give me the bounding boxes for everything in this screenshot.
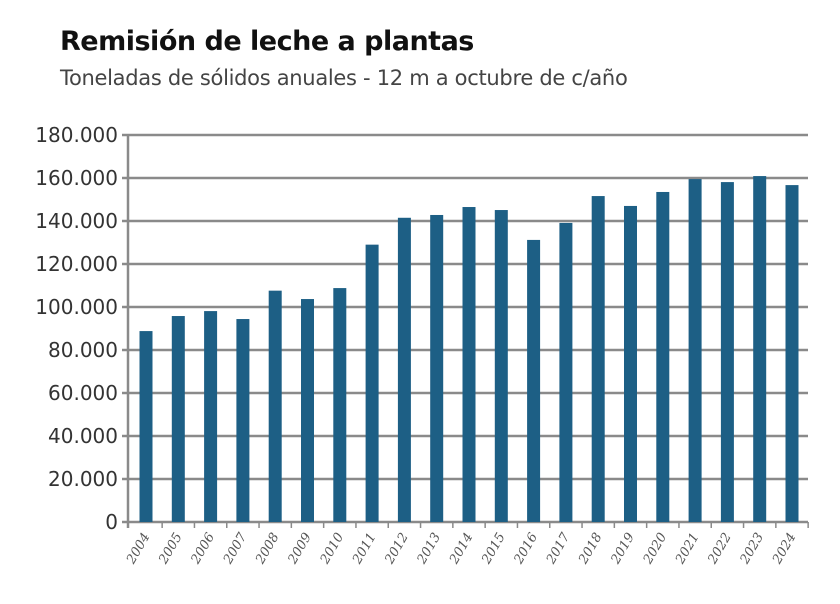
bar-2011: [365, 244, 379, 522]
bar-2005: [171, 316, 185, 522]
x-tick-label: 2019: [608, 531, 638, 568]
y-tick-label: 180.000: [35, 123, 118, 147]
x-tick-label: 2024: [769, 531, 799, 568]
x-tick-label: 2021: [673, 531, 703, 568]
x-tick-label: 2020: [640, 531, 670, 568]
bar-2019: [624, 205, 637, 522]
x-tick-label: 2008: [253, 531, 283, 568]
bar-2018: [591, 196, 605, 522]
x-tick-label: 2023: [737, 531, 767, 568]
y-tick-label: 120.000: [35, 252, 118, 276]
bar-2012: [397, 217, 411, 522]
bar-2023: [753, 176, 767, 522]
y-tick-label: 160.000: [35, 166, 118, 190]
x-tick-label: 2018: [576, 531, 606, 568]
x-tick-label: 2014: [446, 531, 476, 568]
chart-subtitle: Toneladas de sólidos anuales - 12 m a oc…: [60, 66, 628, 90]
y-tick-label: 140.000: [35, 209, 118, 233]
x-tick-label: 2015: [479, 531, 509, 568]
y-tick-label: 100.000: [35, 295, 118, 319]
x-tick-label: 2011: [350, 531, 380, 568]
bar-2022: [720, 182, 734, 522]
bar-2013: [430, 214, 444, 523]
bar-2007: [236, 319, 250, 522]
bar-2010: [333, 288, 347, 522]
y-tick-label: 0: [105, 510, 118, 534]
bar-2008: [268, 290, 282, 522]
bar-2024: [785, 185, 799, 522]
y-tick-label: 80.000: [48, 338, 118, 362]
y-tick-label: 60.000: [48, 381, 118, 405]
bar-2020: [656, 191, 670, 522]
y-tick-label: 40.000: [48, 424, 118, 448]
x-tick-label: 2012: [382, 531, 412, 568]
y-tick-label: 20.000: [48, 467, 118, 491]
x-tick-label: 2013: [414, 531, 444, 568]
bar-2009: [301, 299, 314, 522]
x-tick-label: 2017: [543, 530, 573, 568]
bar-2016: [527, 239, 541, 523]
x-tick-label: 2022: [705, 531, 735, 568]
x-tick-label: 2007: [220, 530, 250, 568]
bar-2021: [688, 179, 702, 522]
x-tick-label: 2009: [285, 531, 315, 568]
x-tick-label: 2016: [511, 531, 541, 568]
bar-2006: [204, 311, 218, 522]
bar-2004: [139, 331, 153, 522]
bar-2015: [494, 210, 508, 522]
x-tick-label: 2010: [317, 531, 347, 568]
x-tick-label: 2004: [123, 531, 153, 568]
x-tick-label: 2005: [156, 531, 186, 568]
x-tick-label: 2006: [188, 531, 218, 568]
bar-2014: [462, 207, 476, 522]
bar-2017: [559, 222, 573, 522]
chart-title: Remisión de leche a plantas: [60, 26, 474, 57]
